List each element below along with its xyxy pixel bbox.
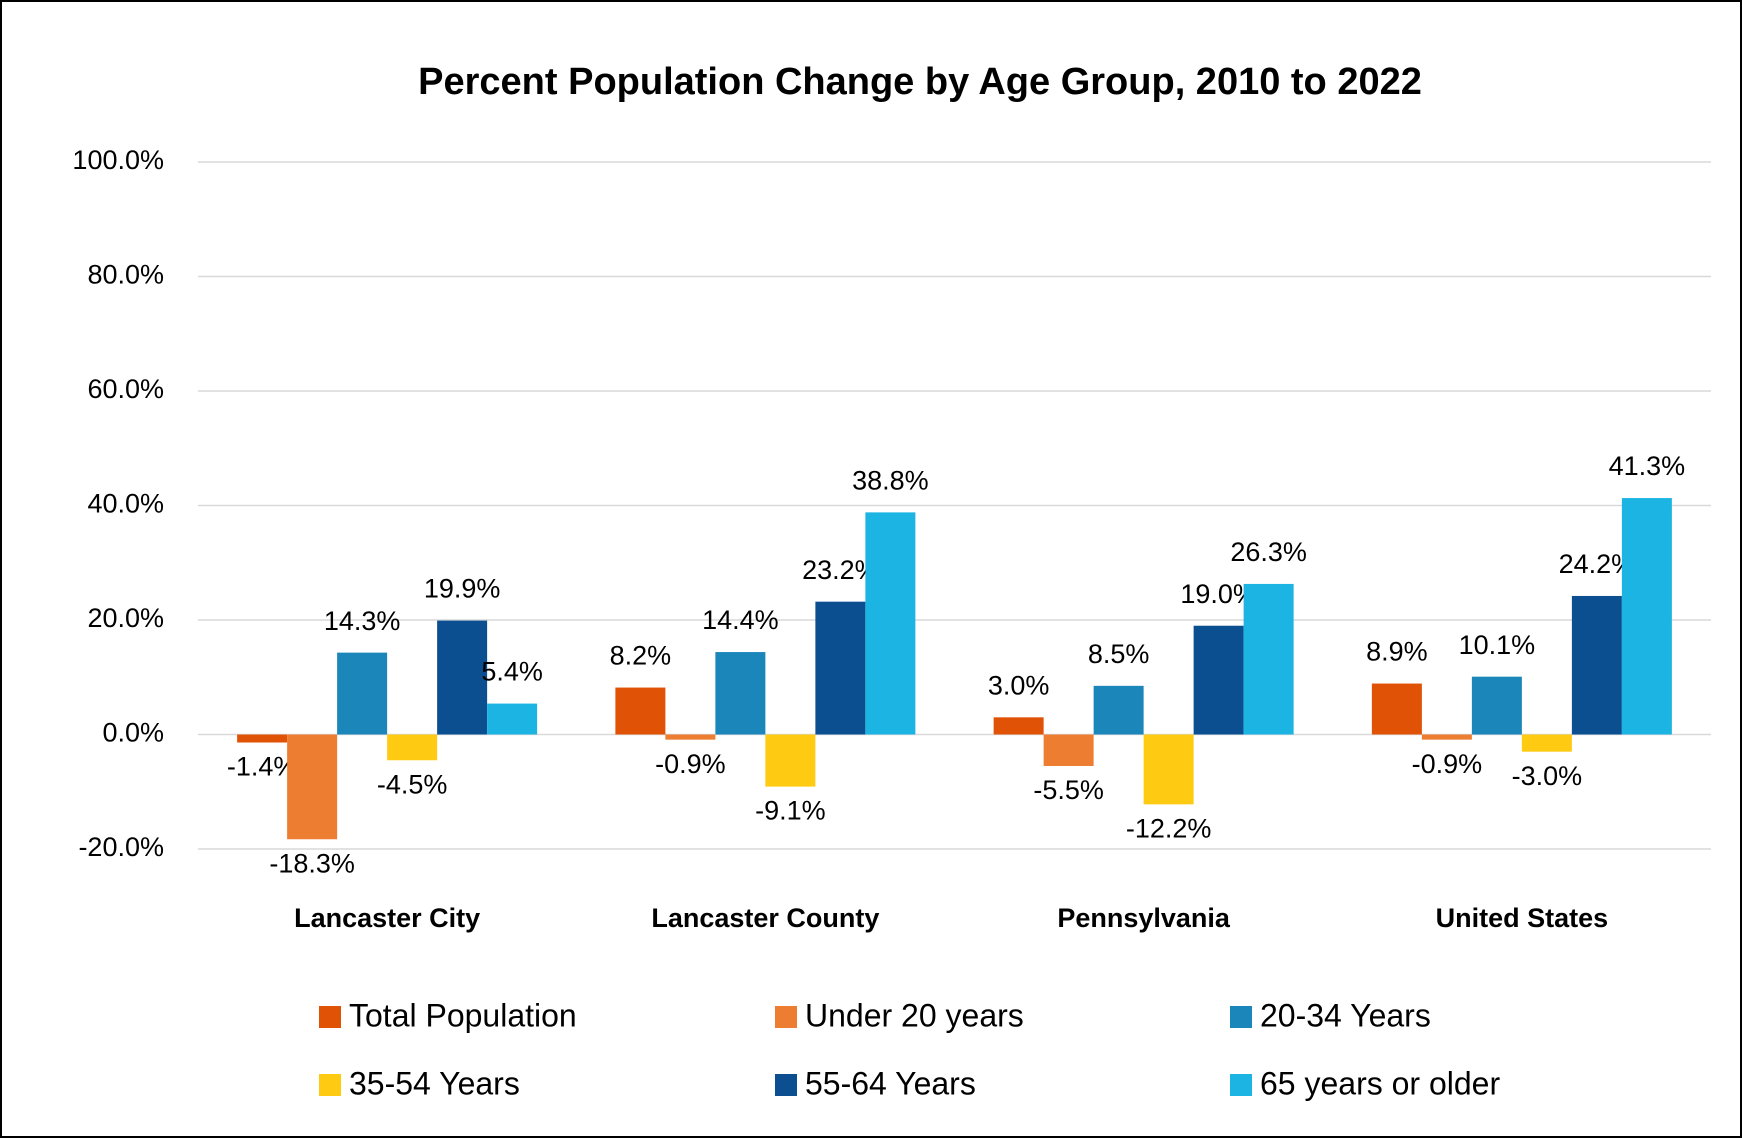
data-label: 8.5% bbox=[1088, 639, 1150, 669]
legend-swatch bbox=[1230, 1006, 1252, 1028]
data-label: 38.8% bbox=[852, 465, 929, 495]
legend-label: 65 years or older bbox=[1260, 1065, 1500, 1101]
bar bbox=[993, 717, 1044, 735]
data-label: -18.3% bbox=[269, 848, 355, 878]
bar bbox=[815, 601, 866, 735]
y-tick-label: -20.0% bbox=[78, 832, 164, 862]
legend-label: Total Population bbox=[349, 997, 577, 1033]
data-label: 10.1% bbox=[1459, 630, 1536, 660]
bar bbox=[487, 703, 538, 735]
bar bbox=[337, 652, 388, 735]
data-label: -0.9% bbox=[655, 749, 726, 779]
legend-label: 35-54 Years bbox=[349, 1065, 520, 1101]
x-tick-label: Pennsylvania bbox=[1057, 903, 1231, 933]
bar bbox=[665, 734, 716, 740]
legend-swatch bbox=[319, 1006, 341, 1028]
data-label: -9.1% bbox=[755, 796, 826, 826]
legend-swatch bbox=[775, 1074, 797, 1096]
legend-label: 55-64 Years bbox=[805, 1065, 976, 1101]
bar bbox=[765, 734, 816, 787]
legend-swatch bbox=[1230, 1074, 1252, 1096]
bar bbox=[1043, 734, 1094, 766]
bar bbox=[387, 734, 438, 761]
bar bbox=[1471, 676, 1522, 735]
y-tick-label: 80.0% bbox=[87, 260, 164, 290]
chart-title: Percent Population Change by Age Group, … bbox=[418, 61, 1422, 103]
bar bbox=[865, 512, 916, 735]
data-label: 8.9% bbox=[1366, 637, 1428, 667]
data-label: -12.2% bbox=[1126, 813, 1212, 843]
y-tick-label: 40.0% bbox=[87, 489, 164, 519]
legend-swatch bbox=[775, 1006, 797, 1028]
y-tick-label: 20.0% bbox=[87, 603, 164, 633]
bar bbox=[1421, 734, 1472, 740]
bar bbox=[1521, 734, 1572, 752]
y-tick-label: 100.0% bbox=[72, 145, 164, 175]
y-tick-label: 60.0% bbox=[87, 374, 164, 404]
bar bbox=[1093, 685, 1144, 735]
data-label: -5.5% bbox=[1033, 775, 1104, 805]
x-tick-label: Lancaster County bbox=[651, 903, 879, 933]
bar bbox=[1571, 595, 1622, 735]
data-label: -3.0% bbox=[1512, 761, 1583, 791]
data-label: -4.5% bbox=[377, 769, 448, 799]
legend-swatch bbox=[319, 1074, 341, 1096]
bar bbox=[237, 734, 288, 743]
legend-label: Under 20 years bbox=[805, 997, 1024, 1033]
data-label: 14.3% bbox=[324, 606, 401, 636]
data-label: -0.9% bbox=[1412, 749, 1483, 779]
bar bbox=[287, 734, 338, 840]
bar bbox=[1143, 734, 1194, 805]
bar bbox=[1371, 683, 1422, 735]
data-label: -1.4% bbox=[227, 752, 298, 782]
data-label: 19.9% bbox=[424, 574, 501, 604]
bar bbox=[715, 652, 766, 735]
data-label: 5.4% bbox=[481, 657, 543, 687]
bar bbox=[615, 687, 666, 735]
data-label: 3.0% bbox=[988, 670, 1050, 700]
data-label: 14.4% bbox=[702, 605, 779, 635]
bar bbox=[1243, 583, 1294, 735]
data-label: 26.3% bbox=[1230, 537, 1307, 567]
y-tick-label: 0.0% bbox=[102, 718, 164, 748]
data-label: 41.3% bbox=[1609, 451, 1686, 481]
data-label: 8.2% bbox=[610, 641, 672, 671]
x-tick-label: Lancaster City bbox=[294, 903, 480, 933]
bar bbox=[1193, 625, 1244, 735]
bar bbox=[437, 620, 488, 735]
x-tick-label: United States bbox=[1436, 903, 1609, 933]
bar bbox=[1621, 498, 1672, 735]
legend-label: 20-34 Years bbox=[1260, 997, 1431, 1033]
